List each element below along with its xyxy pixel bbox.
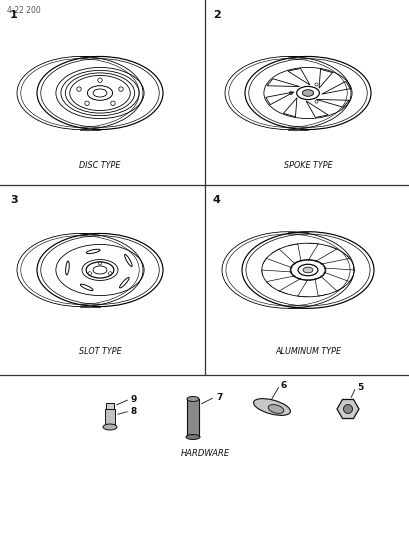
Text: 4: 4 [213,195,220,205]
Ellipse shape [301,90,313,96]
Text: 4:22 200: 4:22 200 [7,6,40,15]
Polygon shape [336,399,358,418]
Ellipse shape [186,434,200,440]
Text: 9: 9 [131,394,137,403]
Text: SPOKE TYPE: SPOKE TYPE [283,160,332,169]
Text: 3: 3 [10,195,18,205]
Text: 2: 2 [213,10,220,20]
Text: 7: 7 [216,392,222,401]
Text: HARDWARE: HARDWARE [180,448,229,457]
Text: 1: 1 [10,10,18,20]
Text: 6: 6 [280,381,287,390]
Text: ALUMINUM TYPE: ALUMINUM TYPE [274,346,340,356]
Ellipse shape [103,424,117,430]
Text: 5: 5 [356,383,362,392]
Text: 8: 8 [131,407,137,416]
Bar [105,409,115,427]
Bar [106,403,114,409]
Circle shape [343,405,352,414]
Text: DISC TYPE: DISC TYPE [79,160,120,169]
Text: SLOT TYPE: SLOT TYPE [79,346,121,356]
Ellipse shape [302,267,312,273]
Ellipse shape [187,397,198,401]
Bar [187,399,198,437]
Ellipse shape [267,405,283,414]
Ellipse shape [253,399,290,415]
